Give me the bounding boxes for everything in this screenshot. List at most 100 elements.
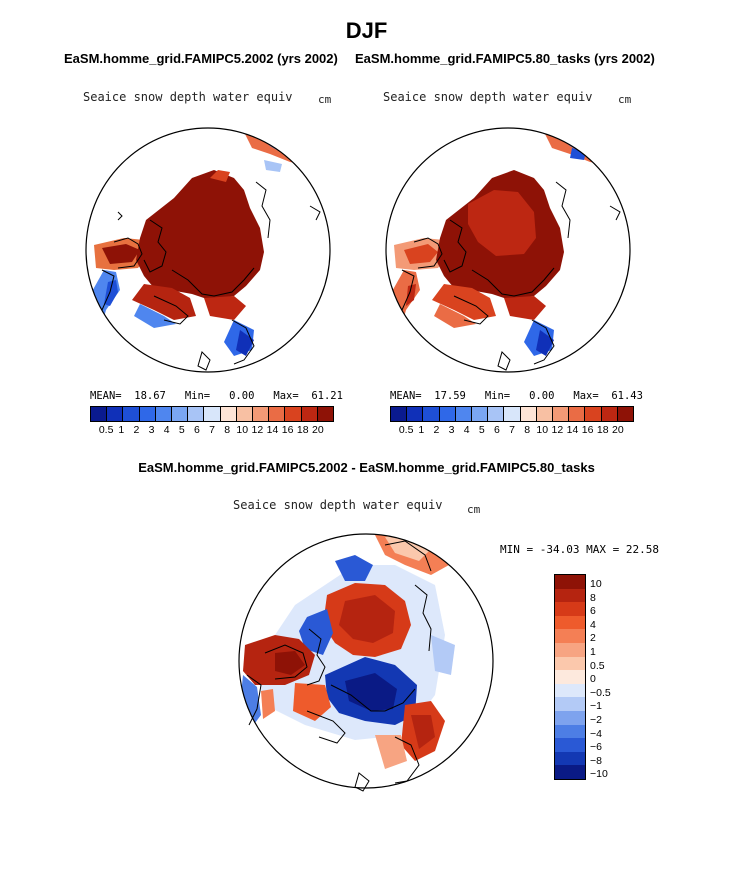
right-colorbar-tick-label: 7 (509, 424, 515, 436)
diff-colorbar-tick-label: −6 (590, 741, 602, 754)
left-colorbar-tick-label: 8 (224, 424, 231, 436)
right-colorbar-ticks: 0.5 1 2 3 4 5 6 7 8 10 12 14 16 18 20 (391, 424, 633, 436)
right-colorbar-tick-label: 1 (418, 424, 425, 436)
right-stats: MEAN= 17.59 Min= 0.00 Max= 61.43 (390, 390, 643, 402)
right-colorbar-swatch (407, 407, 424, 421)
right-colorbar-swatch (585, 407, 602, 421)
left-colorbar-tick-label: 7 (209, 424, 215, 436)
left-colorbar-tick-label: 16 (281, 424, 294, 436)
right-colorbar-swatch (488, 407, 505, 421)
right-colorbar-tick-label: 0.5 (398, 424, 414, 436)
left-colorbar-swatch (317, 407, 334, 421)
left-max-label: Max= (273, 390, 299, 402)
left-max-value: 61.21 (311, 390, 343, 402)
diff-colorbar-tick-label: 10 (590, 578, 602, 590)
diff-colorbar-tick-label: 2 (590, 632, 596, 645)
diff-colorbar-swatch (555, 724, 585, 739)
left-min-value: 0.00 (229, 390, 255, 402)
diff-colorbar-swatch (555, 751, 585, 766)
diff-colorbar-ticks: 10 8 6 4 2 1 0.5 0 −0.5 −1 −2 −4 −6 −8 −10 (590, 578, 650, 784)
diff-colorbar (554, 574, 586, 780)
left-min-label: Min= (184, 390, 211, 402)
right-colorbar-swatch (455, 407, 473, 421)
right-colorbar-swatch (536, 407, 554, 421)
left-colorbar-tick-label: 2 (133, 424, 140, 436)
diff-colorbar-swatch (555, 575, 585, 589)
right-colorbar-tick-label: 6 (493, 424, 500, 436)
left-colorbar-swatch (91, 407, 108, 421)
right-max-label: Max= (573, 390, 599, 402)
right-colorbar-tick-label: 14 (566, 424, 579, 436)
left-colorbar (90, 406, 334, 422)
left-colorbar-tick-label: 4 (163, 424, 170, 436)
right-colorbar-tick-label: 5 (478, 424, 485, 436)
right-colorbar-tick-label: 2 (433, 424, 440, 436)
diff-variable-label: Seaice snow depth water equiv (233, 498, 443, 512)
left-colorbar-tick-label: 10 (236, 424, 249, 436)
diff-colorbar-swatch (555, 710, 585, 725)
left-colorbar-swatch (107, 407, 124, 421)
left-polar-map (85, 127, 331, 373)
diff-colorbar-tick-label: −2 (590, 714, 602, 726)
left-mean-label: MEAN= (90, 390, 122, 402)
diff-colorbar-tick-label: −10 (590, 768, 608, 781)
right-colorbar-swatch (472, 407, 489, 421)
left-stats: MEAN= 18.67 Min= 0.00 Max= 61.21 (90, 390, 343, 402)
diff-colorbar-tick-label: 1 (590, 646, 596, 658)
diff-colorbar-swatch (555, 670, 585, 684)
diff-colorbar-tick-label: 0 (590, 673, 596, 686)
right-colorbar-tick-label: 20 (612, 424, 624, 436)
right-colorbar-swatch (601, 407, 618, 421)
left-colorbar-swatch (253, 407, 270, 421)
left-colorbar-swatch (204, 407, 221, 421)
right-colorbar-tick-label: 8 (524, 424, 531, 436)
right-colorbar-tick-label: 16 (581, 424, 594, 436)
diff-colorbar-swatch (555, 615, 585, 630)
right-colorbar-tick-label: 12 (551, 424, 564, 436)
left-colorbar-tick-label: 1 (118, 424, 125, 436)
diff-colorbar-swatch (555, 656, 585, 671)
diff-minmax: MIN = -34.03 MAX = 22.58 (500, 543, 659, 556)
left-colorbar-tick-label: 0.5 (98, 424, 114, 436)
left-colorbar-swatch (236, 407, 254, 421)
left-colorbar-swatch (220, 407, 237, 421)
right-colorbar-swatch (391, 407, 408, 421)
diff-colorbar-tick-label: −8 (590, 754, 602, 767)
left-colorbar-ticks: 0.5 1 2 3 4 5 6 7 8 10 12 14 16 18 20 (91, 424, 333, 436)
diff-colorbar-swatch (555, 683, 585, 698)
diff-colorbar-swatch (555, 588, 585, 603)
diff-colorbar-swatch (555, 765, 585, 779)
right-panel-subtitle: EaSM.homme_grid.FAMIPC5.80_tasks (yrs 20… (355, 51, 655, 66)
diff-colorbar-tick-label: 8 (590, 591, 596, 604)
right-colorbar-tick-label: 3 (448, 424, 455, 436)
diff-colorbar-tick-label: 6 (590, 605, 596, 618)
left-units-label: cm (318, 93, 332, 106)
right-colorbar-swatch (617, 407, 634, 421)
right-min-label: Min= (484, 390, 511, 402)
right-max-value: 61.43 (611, 390, 643, 402)
diff-colorbar-tick-label: −0.5 (590, 686, 611, 699)
left-colorbar-tick-label: 6 (193, 424, 200, 436)
left-colorbar-swatch (285, 407, 302, 421)
figure-title: DJF (345, 18, 388, 43)
diff-panel-subtitle: EaSM.homme_grid.FAMIPC5.2002 - EaSM.homm… (138, 460, 595, 475)
right-colorbar-swatch (504, 407, 521, 421)
diff-colorbar-tick-label: 0.5 (590, 659, 605, 672)
right-units-label: cm (618, 93, 632, 106)
left-colorbar-tick-label: 20 (312, 424, 324, 436)
left-colorbar-swatch (139, 407, 156, 421)
left-variable-label: Seaice snow depth water equiv (83, 90, 293, 104)
left-colorbar-swatch (123, 407, 140, 421)
left-colorbar-tick-label: 12 (251, 424, 264, 436)
left-colorbar-tick-label: 5 (178, 424, 185, 436)
right-colorbar-swatch (569, 407, 586, 421)
diff-colorbar-tick-label: −4 (590, 727, 602, 740)
diff-colorbar-swatch (555, 602, 585, 616)
left-panel-subtitle: EaSM.homme_grid.FAMIPC5.2002 (yrs 2002) (64, 51, 338, 66)
right-colorbar-swatch (520, 407, 537, 421)
right-mean-label: MEAN= (390, 390, 422, 402)
left-colorbar-swatch (172, 407, 189, 421)
left-colorbar-tick-label: 3 (148, 424, 155, 436)
left-colorbar-swatch (269, 407, 286, 421)
right-colorbar-tick-label: 10 (536, 424, 549, 436)
